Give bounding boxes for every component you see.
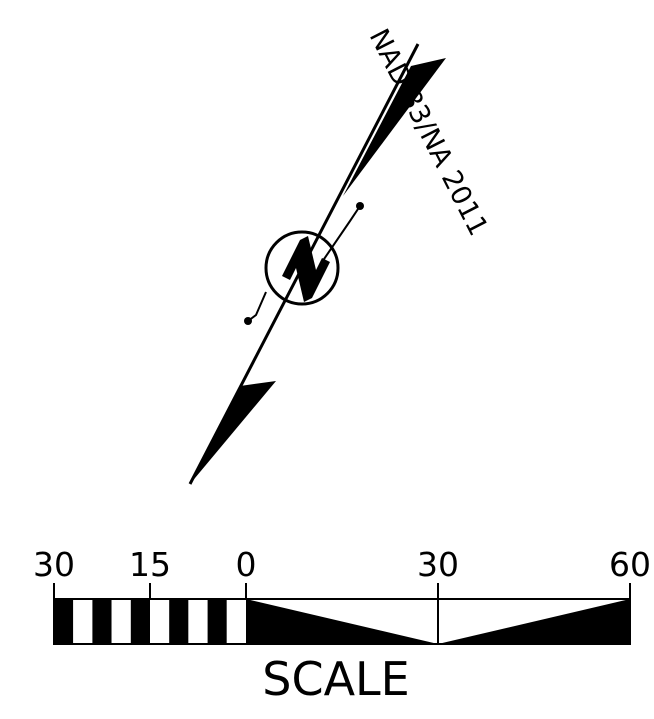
scale-segment-black [130,599,150,644]
scale-tick-label: 60 [609,545,651,584]
scale-tick-label: 0 [236,545,257,584]
scale-segment-white [150,599,170,644]
scale-tick-label: 30 [417,545,459,584]
scale-tick-label: 30 [33,545,75,584]
scale-segment-black [207,599,227,644]
north-arrow-icon: NAD 83/NA 2011 [188,24,494,485]
scale-bar: 30 15 0 30 60 SCALE [33,545,651,706]
declination-dot-lower [244,317,252,325]
declination-hook-upper [321,205,361,263]
scale-segment-white [188,599,208,644]
scale-segment-black [54,599,74,644]
north-symbol-icon [282,236,330,302]
declination-hook-lower [247,291,267,322]
scale-wedge-left [246,599,438,644]
scale-segment-white [226,599,246,644]
north-arrow-circle [264,230,340,306]
scale-subdivisions [54,599,246,644]
scale-bar-outline [53,598,631,645]
scale-wedge-right [438,599,630,644]
scale-segment-white [73,599,93,644]
scale-tick-label: 15 [129,545,171,584]
scale-segment-black [92,599,112,644]
scale-title: SCALE [262,652,409,706]
north-arrow-upper-barb [343,58,446,196]
north-arrow-lower-barb [190,381,276,484]
declination-dot-upper [356,202,364,210]
scale-segment-white [111,599,131,644]
scale-segment-black [169,599,189,644]
